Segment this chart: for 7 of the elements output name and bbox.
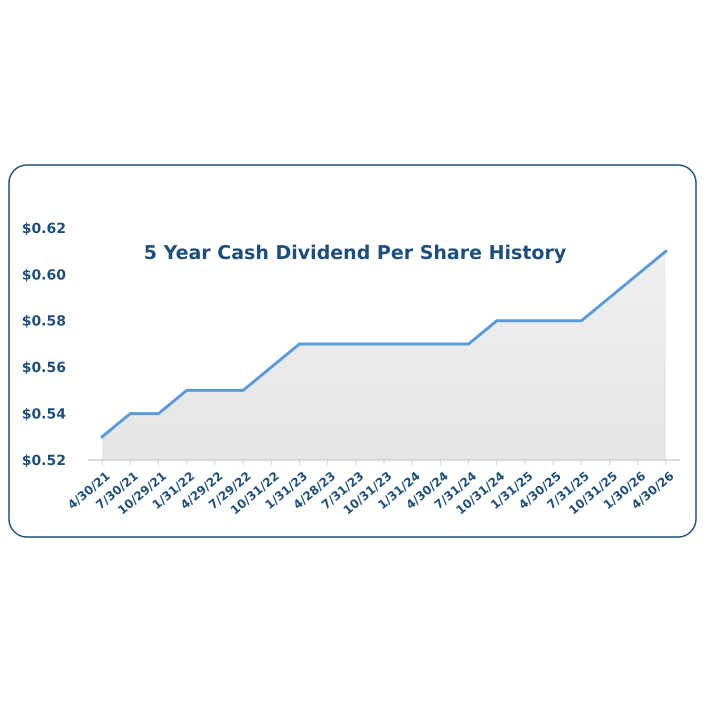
y-tick-label: $0.58 bbox=[22, 314, 66, 330]
y-tick-label: $0.60 bbox=[22, 267, 66, 284]
y-tick-label: $0.54 bbox=[22, 406, 66, 422]
y-tick-label: $0.52 bbox=[22, 452, 66, 469]
y-tick-label: $0.56 bbox=[22, 360, 66, 376]
text: 5 Year Cash Dividend Per Share History bbox=[144, 242, 567, 264]
y-tick-label: $0.62 bbox=[22, 220, 66, 237]
